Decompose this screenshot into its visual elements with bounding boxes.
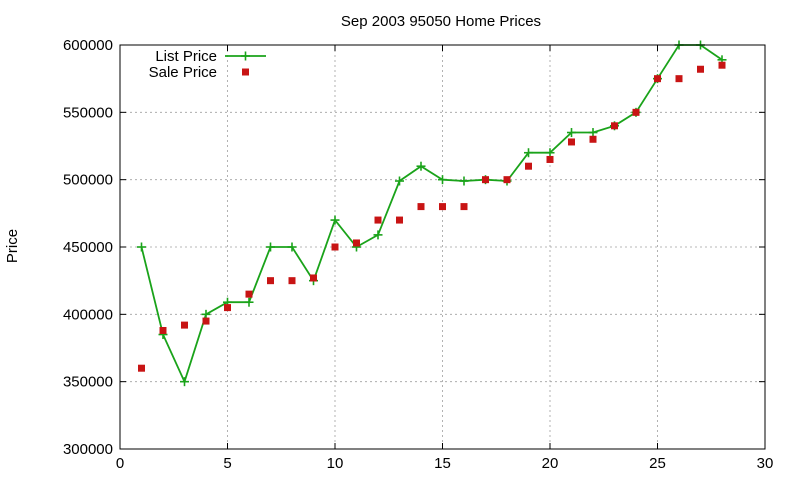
sale-price-point	[632, 108, 640, 116]
y-tick-label: 550000	[63, 104, 113, 121]
sale-price-point	[568, 138, 575, 146]
sale-price-point	[353, 239, 360, 247]
y-tick-label: 500000	[63, 172, 113, 189]
sale-price-point	[224, 304, 231, 312]
sale-price-point	[245, 290, 253, 298]
list-price-point	[524, 148, 533, 158]
legend-marker-list-price	[241, 51, 250, 61]
sale-price-point	[331, 243, 339, 251]
x-tick-label: 30	[757, 455, 774, 472]
axis-ticks: 0 5 10 15 20 25 30 300000 350000 400000 450000 5000…	[63, 37, 773, 472]
y-tick-label: 450000	[63, 239, 113, 256]
sale-price-point	[267, 277, 274, 285]
list-price-point	[137, 242, 146, 252]
sale-price-point	[417, 203, 425, 211]
sale-price-point	[654, 75, 661, 83]
list-price-point	[330, 215, 340, 225]
list-price-point	[244, 297, 254, 307]
x-tick-label: 15	[434, 455, 451, 472]
sale-price-point	[396, 216, 403, 224]
y-tick-label: 350000	[63, 374, 113, 391]
sale-price-point	[460, 203, 468, 211]
list-price-point	[373, 230, 383, 240]
legend: List Price Sale Price	[149, 48, 266, 81]
sale-price-point	[611, 122, 618, 130]
y-tick-label: 300000	[63, 441, 113, 458]
sale-price-point	[202, 317, 210, 325]
x-tick-label: 0	[116, 455, 124, 472]
sale-price-point	[159, 326, 167, 334]
list-price-point	[201, 309, 211, 319]
sale-price-point	[546, 155, 554, 163]
sale-price-point	[482, 176, 489, 184]
sale-price-point	[503, 176, 511, 184]
plot-frame	[119, 44, 766, 450]
grid	[120, 45, 765, 449]
sale-price-point	[310, 274, 317, 282]
legend-marker-sale-price	[242, 68, 249, 76]
list-price-point	[180, 377, 189, 387]
sale-price-point	[697, 65, 704, 73]
legend-label-sale-price: Sale Price	[149, 64, 217, 81]
sale-price-point	[675, 75, 683, 83]
chart-title: Sep 2003 95050 Home Prices	[341, 13, 541, 30]
list-price-point	[438, 175, 447, 185]
list-price-line	[140, 44, 723, 385]
legend-label-list-price: List Price	[155, 48, 217, 65]
y-axis-label: Price	[4, 229, 21, 263]
x-tick-label: 10	[327, 455, 344, 472]
sale-price-point	[374, 216, 382, 224]
sale-price-point	[589, 135, 597, 143]
list-price-point	[588, 128, 598, 138]
list-price-point	[287, 242, 297, 252]
sale-price-point	[288, 277, 296, 285]
x-tick-label: 25	[649, 455, 666, 472]
y-tick-label: 400000	[63, 306, 113, 323]
sale-price-point	[181, 321, 188, 329]
list-price-point	[459, 176, 469, 186]
list-price-point	[416, 161, 426, 171]
list-price-point	[545, 148, 555, 158]
sale-price-point	[138, 364, 145, 372]
series	[137, 40, 727, 387]
y-tick-label: 600000	[63, 37, 113, 54]
x-tick-label: 20	[542, 455, 559, 472]
x-tick-label: 5	[223, 455, 231, 472]
sale-price-point	[439, 203, 446, 211]
list-price-point	[567, 128, 576, 138]
sale-price-point	[718, 61, 726, 69]
list-price-point	[266, 242, 275, 252]
list-price-point	[395, 176, 404, 186]
sale-price-point	[525, 162, 532, 170]
